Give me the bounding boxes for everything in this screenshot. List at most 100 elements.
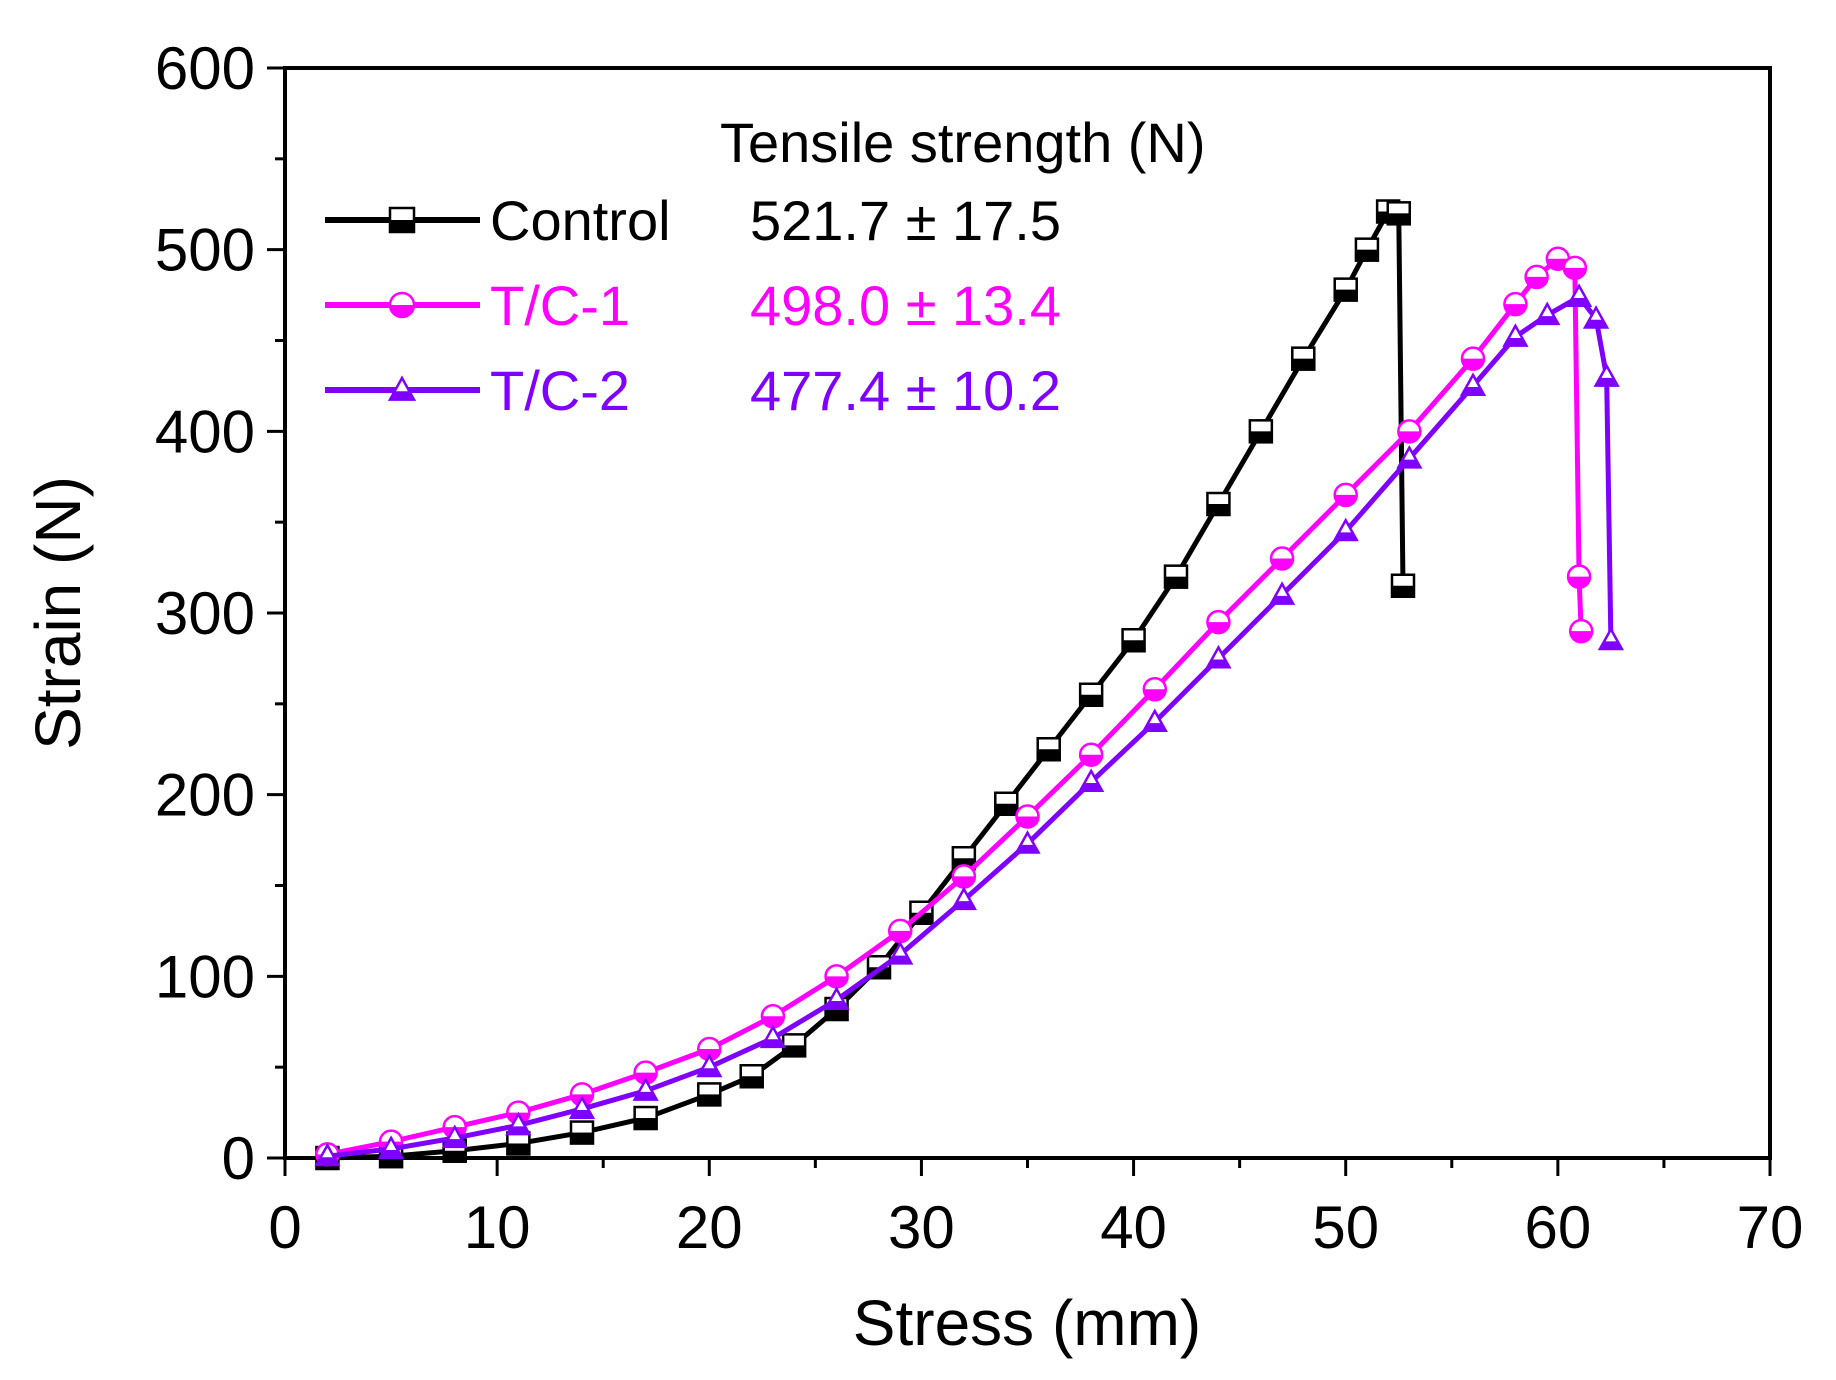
y-tick-label: 400 xyxy=(155,398,255,465)
marker-fill xyxy=(825,1001,848,1009)
series-t-c-2 xyxy=(314,283,1625,1167)
marker-fill xyxy=(889,930,912,942)
marker-fill xyxy=(1249,431,1272,443)
marker-fill xyxy=(1570,631,1593,643)
marker-fill xyxy=(1462,387,1484,395)
x-tick-label: 50 xyxy=(1312,1194,1379,1261)
data-point xyxy=(1015,804,1040,829)
data-point xyxy=(887,940,914,965)
data-point xyxy=(1268,581,1296,605)
data-point xyxy=(1460,346,1486,371)
marker-fill xyxy=(1334,494,1357,506)
legend-label: Control xyxy=(490,189,671,252)
data-point xyxy=(1142,677,1168,702)
x-axis-title: Stress (mm) xyxy=(853,1287,1201,1359)
data-point xyxy=(950,886,977,911)
data-point xyxy=(1163,564,1189,589)
marker-fill xyxy=(1016,816,1039,828)
data-point xyxy=(1332,517,1359,542)
y-tick-label: 0 xyxy=(222,1125,255,1192)
data-point xyxy=(1397,419,1422,444)
legend-item: T/C-2 477.4 ± 10.2 xyxy=(325,359,1061,422)
legend-label: T/C-1 xyxy=(490,274,630,337)
data-point xyxy=(1597,626,1625,651)
marker-fill xyxy=(1595,377,1618,386)
legend-item: Control 521.7 ± 17.5 xyxy=(325,189,1061,252)
data-point xyxy=(824,964,849,989)
data-point xyxy=(1036,737,1061,762)
marker-fill xyxy=(507,1143,530,1155)
marker-fill xyxy=(910,912,933,924)
marker-fill xyxy=(952,858,975,870)
x-tick-label: 20 xyxy=(676,1194,743,1261)
marker-fill xyxy=(698,1068,721,1076)
marker-fill xyxy=(1165,576,1187,588)
marker-fill xyxy=(698,1094,721,1106)
marker-fill xyxy=(1568,576,1591,588)
marker-fill xyxy=(1122,640,1145,652)
data-point xyxy=(1534,301,1561,326)
data-point xyxy=(696,1053,723,1078)
x-tick-label: 0 xyxy=(268,1194,301,1261)
data-point xyxy=(697,1082,722,1107)
data-point xyxy=(1582,305,1610,329)
marker-fill xyxy=(1585,319,1608,328)
marker-fill xyxy=(443,1139,466,1147)
data-point xyxy=(823,986,850,1010)
data-point xyxy=(1206,609,1231,635)
y-tick-label: 600 xyxy=(155,35,255,102)
marker-fill xyxy=(1143,723,1166,731)
data-point xyxy=(1205,644,1232,669)
legend-title: Tensile strength (N) xyxy=(720,111,1206,174)
marker-fill xyxy=(740,1076,763,1088)
data-point xyxy=(1206,491,1231,517)
y-tick-label: 300 xyxy=(155,580,255,647)
marker-fill xyxy=(1398,459,1421,468)
marker-fill xyxy=(995,803,1018,815)
data-point xyxy=(1503,291,1528,317)
data-point xyxy=(1078,682,1104,707)
marker-fill xyxy=(1568,298,1591,306)
data-point xyxy=(994,791,1019,816)
marker-fill xyxy=(1080,754,1103,766)
data-point xyxy=(569,1120,595,1145)
series-line xyxy=(327,209,1406,1161)
data-point xyxy=(1354,237,1380,262)
marker-fill xyxy=(571,1132,593,1144)
legend-value: 498.0 ± 13.4 xyxy=(750,274,1061,337)
data-point xyxy=(314,1142,341,1167)
data-point xyxy=(632,1077,659,1101)
data-point xyxy=(1014,830,1041,854)
data-point xyxy=(505,1111,532,1136)
marker-fill xyxy=(952,901,975,909)
data-point xyxy=(697,1036,722,1062)
marker-fill xyxy=(1292,358,1315,370)
series-control xyxy=(315,199,1416,1171)
data-point xyxy=(1502,323,1529,347)
y-tick-label: 200 xyxy=(155,762,255,829)
data-point xyxy=(388,291,416,319)
marker-fill xyxy=(507,1126,530,1135)
marker-fill xyxy=(1271,558,1294,570)
data-point xyxy=(739,1064,764,1089)
data-point xyxy=(1568,618,1594,644)
marker-fill xyxy=(571,1110,593,1118)
marker-fill xyxy=(1504,337,1527,346)
marker-fill xyxy=(1387,213,1410,225)
marker-fill xyxy=(634,1118,657,1130)
data-point xyxy=(1593,363,1620,387)
marker-fill xyxy=(1398,431,1421,443)
data-point xyxy=(1333,482,1358,508)
legend: Tensile strength (N) Control 521.7 ± 17.5… xyxy=(325,111,1206,422)
x-tick-label: 70 xyxy=(1737,1194,1804,1261)
marker-fill xyxy=(1207,504,1230,515)
marker-fill xyxy=(868,967,890,979)
marker-fill xyxy=(761,1016,784,1028)
data-point xyxy=(1396,445,1423,469)
legend-label: T/C-2 xyxy=(490,359,630,422)
y-tick-label: 500 xyxy=(155,217,255,284)
marker-fill xyxy=(1143,689,1166,701)
marker-fill xyxy=(1080,783,1103,791)
data-point xyxy=(1291,346,1316,371)
